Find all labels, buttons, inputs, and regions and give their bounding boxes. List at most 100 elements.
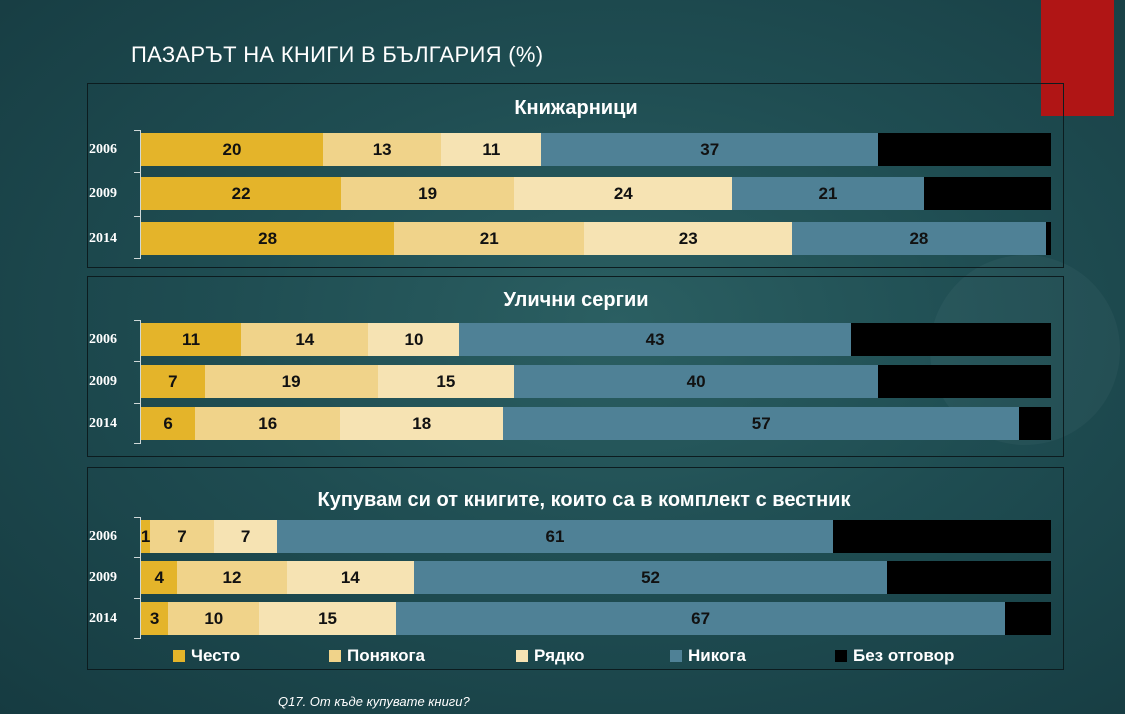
legend-item: Без отговор xyxy=(835,646,954,666)
data-label: 28 xyxy=(909,228,929,248)
data-label: 11 xyxy=(182,329,201,349)
bar-segment: 7 xyxy=(150,520,214,553)
data-label: 1 xyxy=(140,526,151,546)
bar-segment: 15 xyxy=(259,602,396,635)
stacked-bar: 4 12 14 52 xyxy=(141,561,1051,594)
data-label: 3 xyxy=(149,608,160,628)
data-label: 14 xyxy=(295,329,315,349)
bar-segment xyxy=(923,177,1051,210)
bar-row: 2006 1 7 7 61 xyxy=(0,520,1125,553)
bar-segment: 23 xyxy=(584,222,793,255)
axis-tick xyxy=(134,443,141,444)
axis-tick xyxy=(134,517,141,518)
legend: Често Понякога Рядко Никога Без отговор xyxy=(0,646,1125,666)
category-axis-line xyxy=(140,517,141,638)
bar-row: 2014 28 21 23 28 xyxy=(0,222,1125,255)
legend-swatch xyxy=(173,650,185,662)
axis-tick xyxy=(134,598,141,599)
category-axis-line xyxy=(140,130,141,258)
bar-segment: 11 xyxy=(441,133,542,166)
bar-segment: 37 xyxy=(541,133,879,166)
bar-segment xyxy=(1045,222,1051,255)
bar-segment: 15 xyxy=(377,365,515,398)
year-label: 2006 xyxy=(89,332,117,347)
bar-segment xyxy=(832,520,1051,553)
data-label: 43 xyxy=(645,329,665,349)
year-label: 2014 xyxy=(89,416,117,431)
bar-row: 2006 11 14 10 43 xyxy=(0,323,1125,356)
panel-street-stalls xyxy=(87,276,1064,457)
legend-swatch xyxy=(516,650,528,662)
bar-segment: 3 xyxy=(141,602,169,635)
data-label: 37 xyxy=(700,139,720,159)
data-label: 21 xyxy=(479,228,499,248)
bar-segment: 14 xyxy=(286,561,414,594)
bar-segment: 12 xyxy=(177,561,287,594)
bar-segment: 67 xyxy=(395,602,1006,635)
data-label: 18 xyxy=(412,413,432,433)
bar-row: 2009 22 19 24 21 xyxy=(0,177,1125,210)
axis-tick xyxy=(134,216,141,217)
bar-segment: 19 xyxy=(341,177,515,210)
stacked-bar: 11 14 10 43 xyxy=(141,323,1051,356)
bar-segment: 28 xyxy=(792,222,1046,255)
legend-label: Без отговор xyxy=(853,646,955,665)
stacked-bar: 22 19 24 21 xyxy=(141,177,1051,210)
data-label: 7 xyxy=(177,526,187,546)
bar-row: 2014 6 16 18 57 xyxy=(0,407,1125,440)
axis-tick xyxy=(134,361,141,362)
bar-segment: 22 xyxy=(141,177,342,210)
data-label: 10 xyxy=(404,329,424,349)
bar-segment: 4 xyxy=(141,561,178,594)
bar-segment: 14 xyxy=(241,323,369,356)
data-label: 13 xyxy=(372,139,392,159)
panel-bookstores xyxy=(87,83,1064,268)
bar-segment: 11 xyxy=(141,323,242,356)
bar-segment: 7 xyxy=(213,520,278,553)
bar-segment: 19 xyxy=(204,365,378,398)
axis-tick xyxy=(134,258,141,259)
footnote: Q17. От къде купувате книги? xyxy=(278,694,470,709)
bar-segment xyxy=(878,133,1051,166)
bar-segment xyxy=(1019,407,1051,440)
legend-swatch xyxy=(329,650,341,662)
axis-tick xyxy=(134,172,141,173)
data-label: 61 xyxy=(545,526,565,546)
page-title: ПАЗАРЪТ НА КНИГИ В БЪЛГАРИЯ (%) xyxy=(131,42,544,67)
panel-title: Книжарници xyxy=(514,97,638,119)
bar-segment: 20 xyxy=(141,133,323,166)
bar-segment: 1 xyxy=(141,520,150,553)
data-label: 22 xyxy=(231,183,251,203)
data-label: 15 xyxy=(436,371,456,391)
bar-row: 2009 4 12 14 52 xyxy=(0,561,1125,594)
bar-segment: 40 xyxy=(514,365,879,398)
data-label: 28 xyxy=(258,228,278,248)
data-label: 24 xyxy=(613,183,633,203)
data-label: 10 xyxy=(204,608,224,628)
data-label: 20 xyxy=(222,139,242,159)
year-label: 2009 xyxy=(89,570,117,585)
data-label: 19 xyxy=(418,183,438,203)
data-label: 19 xyxy=(281,371,301,391)
bar-segment: 61 xyxy=(277,520,833,553)
axis-tick xyxy=(134,130,141,131)
bar-segment: 13 xyxy=(323,133,442,166)
data-label: 7 xyxy=(168,371,178,391)
year-label: 2009 xyxy=(89,374,117,389)
axis-tick xyxy=(134,557,141,558)
data-label: 6 xyxy=(163,413,173,433)
data-label: 11 xyxy=(482,139,501,159)
bar-segment: 57 xyxy=(503,407,1020,440)
category-axis-line xyxy=(140,320,141,443)
legend-label: Понякога xyxy=(347,646,425,665)
stacked-bar: 28 21 23 28 xyxy=(141,222,1051,255)
legend-item: Рядко xyxy=(516,646,585,666)
bar-segment: 21 xyxy=(732,177,924,210)
legend-label: Често xyxy=(191,646,241,665)
bar-segment: 10 xyxy=(168,602,260,635)
stacked-bar: 3 10 15 67 xyxy=(141,602,1051,635)
year-label: 2006 xyxy=(89,529,117,544)
panel-title: Улични сергии xyxy=(503,289,649,311)
data-label: 4 xyxy=(154,567,164,587)
data-label: 57 xyxy=(751,413,771,433)
